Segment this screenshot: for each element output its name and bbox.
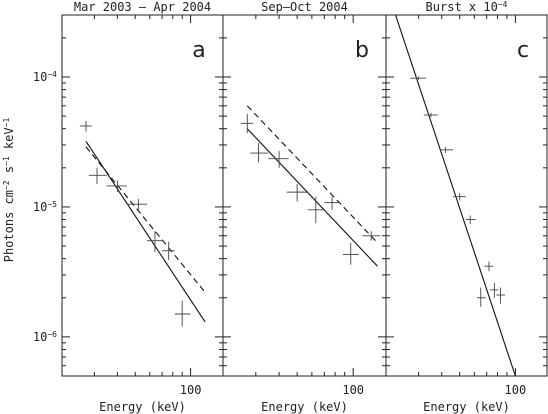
data-point — [452, 193, 466, 201]
y-axis-title-exp2: −1 — [2, 156, 11, 166]
panel-title: Mar 2003 – Apr 2004 — [74, 0, 211, 14]
y-axis-title-mid: s — [2, 166, 16, 180]
data-point — [79, 120, 92, 132]
data-point — [410, 76, 427, 80]
data-point — [106, 180, 127, 193]
panel-title-exp: −4 — [498, 0, 508, 9]
x-axis-title: Energy (keV) — [99, 400, 186, 414]
data-point — [286, 184, 308, 202]
data-point — [268, 150, 289, 168]
x-axis-title: Energy (keV) — [423, 400, 510, 414]
model-line-dashed — [246, 105, 378, 244]
data-point — [342, 242, 359, 265]
y-axis-title-mid2: keV — [2, 127, 16, 156]
data-point — [476, 287, 486, 307]
data-point — [465, 215, 476, 224]
data-point — [484, 261, 494, 272]
data-point — [147, 231, 163, 253]
data-point — [496, 287, 506, 304]
panel-frame — [222, 14, 387, 377]
panel-plot-area — [79, 120, 206, 327]
model-line-solid — [246, 128, 378, 267]
data-point — [307, 196, 325, 224]
panel-plot-area — [241, 105, 381, 267]
data-point — [362, 231, 381, 241]
y-tick-label-base: 10 — [33, 200, 47, 214]
data-point — [126, 199, 148, 210]
data-point — [324, 196, 340, 210]
y-tick-label-exp: −4 — [47, 69, 57, 78]
y-tick-label: 10−6 — [33, 329, 57, 344]
data-point — [423, 112, 438, 118]
panel-letter: a — [192, 38, 205, 63]
y-tick-label: 10−5 — [33, 199, 57, 214]
y-axis-title: Photons cm−2 s−1 keV−1 — [2, 118, 17, 263]
x-axis-title: Energy (keV) — [261, 400, 348, 414]
panel-letter: b — [355, 38, 369, 63]
data-point — [174, 300, 191, 327]
model-line-solid — [85, 140, 206, 323]
panel-plot-area — [394, 15, 516, 376]
y-tick-label-base: 10 — [33, 70, 47, 84]
y-axis-title-base: Photons cm — [2, 190, 16, 262]
model-line-solid — [394, 15, 516, 376]
data-point — [490, 282, 499, 298]
data-point — [439, 146, 453, 154]
panel-title: Sep–Oct 2004 — [261, 0, 348, 14]
data-point — [162, 241, 175, 261]
panel-letter: c — [517, 38, 529, 63]
x-tick-label: 100 — [342, 383, 364, 397]
data-point — [241, 113, 254, 134]
y-tick-label-exp: −6 — [47, 329, 57, 338]
data-point — [250, 143, 269, 163]
data-point — [88, 167, 107, 185]
x-tick-label: 100 — [505, 383, 527, 397]
y-tick-label-exp: −5 — [47, 199, 57, 208]
y-tick-label: 10−4 — [33, 69, 57, 84]
panel-title: Burst x 10−4 — [426, 0, 508, 14]
panel-frame — [61, 14, 224, 377]
y-axis-title-exp3: −1 — [2, 118, 11, 128]
panel-frame — [385, 14, 548, 377]
y-tick-label-base: 10 — [33, 330, 47, 344]
panel-b: Sep–Oct 2004 b 100 Energy (keV) — [222, 0, 387, 414]
panel-c: Burst x 10−4 c 100 Energy (keV) — [385, 0, 548, 414]
x-tick-label: 100 — [180, 383, 202, 397]
y-axis-title-exp1: −2 — [2, 180, 11, 190]
